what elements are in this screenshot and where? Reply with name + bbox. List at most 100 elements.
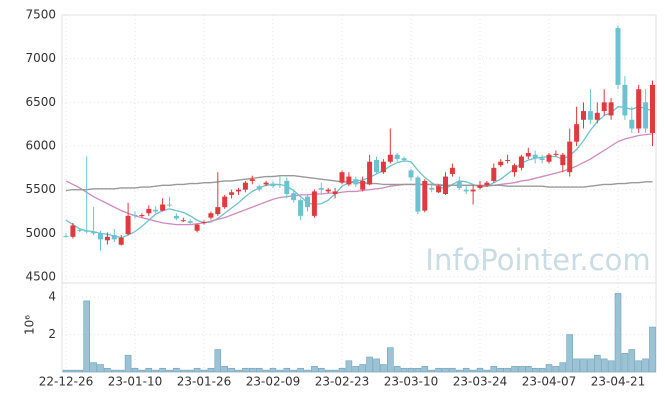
volume-bar (628, 349, 636, 373)
volume-bar (593, 354, 601, 373)
volume-bar (166, 369, 173, 373)
x-tick-label: 22-12-26 (39, 375, 93, 389)
volume-bar (649, 326, 656, 373)
volume-bar (152, 369, 159, 373)
candle-body (443, 176, 448, 195)
candle-body (139, 214, 145, 216)
candle-body (574, 124, 580, 142)
volume-bar (490, 366, 498, 373)
volume-bar (373, 358, 380, 373)
x-tick-label: 23-04-21 (591, 375, 645, 389)
candle-body (284, 180, 290, 195)
candle-body (277, 184, 283, 186)
volume-bar (180, 369, 187, 373)
x-tick-label: 23-01-26 (177, 375, 231, 389)
volume-bar (511, 366, 518, 373)
volume-bar (297, 367, 304, 373)
candle-body (222, 196, 228, 208)
volume-bar (76, 369, 84, 373)
volume-bar (221, 366, 228, 373)
candle-body (505, 159, 511, 161)
volume-bar (621, 352, 629, 373)
volume-bar (393, 366, 401, 373)
volume-bar (269, 367, 277, 373)
candle-body (215, 207, 221, 215)
candle-body (263, 182, 269, 185)
volume-bar (524, 366, 532, 373)
candle-body (408, 170, 414, 178)
volume-bar (400, 367, 408, 373)
candle-body (650, 84, 655, 133)
volume-bar (331, 369, 339, 373)
candle-body (429, 187, 435, 190)
candle-body (463, 189, 469, 192)
candle-body (539, 158, 545, 160)
candle-body (167, 204, 172, 206)
volume-bar (559, 362, 567, 373)
volume-bar (304, 369, 311, 373)
y-tick-label: 6000 (25, 139, 56, 153)
candle-body (360, 180, 366, 190)
candle-body (498, 161, 504, 166)
volume-bar (462, 367, 470, 373)
candle-body (104, 236, 110, 241)
volume-bar (442, 367, 449, 373)
y-tick-label: 5500 (25, 182, 56, 196)
candle-body (518, 156, 524, 168)
candle-body (532, 154, 538, 159)
candle-body (643, 102, 649, 129)
candle-body (125, 215, 131, 235)
volume-bar (276, 369, 284, 373)
x-tick-label: 23-03-24 (453, 375, 507, 389)
candle-body (84, 230, 90, 232)
candle-body (553, 153, 559, 155)
candle-body (636, 89, 642, 129)
volume-bar (407, 367, 415, 373)
y-tick-label: 7500 (25, 8, 56, 22)
volume-bar (214, 349, 222, 373)
candle-body (173, 215, 179, 219)
candle-body (394, 154, 400, 160)
candle-body (594, 112, 600, 120)
candle-body (249, 179, 255, 181)
volume-bar (435, 367, 442, 373)
candle-body (291, 193, 297, 201)
candle-body (77, 229, 83, 231)
volume-bar (97, 364, 104, 373)
volume-bar (145, 367, 153, 373)
volume-bar (249, 367, 256, 373)
volume-bar (138, 369, 146, 373)
y2-tick-label: 2 (48, 327, 56, 341)
candle-body (380, 161, 386, 173)
candle-body (208, 213, 214, 218)
x-tick-label: 23-02-23 (315, 375, 369, 389)
candle-body (201, 221, 207, 223)
candle-body (242, 182, 248, 190)
volume-bar (476, 367, 484, 373)
x-tick-label: 23-03-10 (384, 375, 438, 389)
candle-body (546, 154, 552, 162)
candle-body (63, 235, 69, 237)
candle-body (91, 231, 97, 234)
volume-bar (159, 367, 166, 373)
candle-body (567, 141, 573, 173)
moving-average-line (65, 133, 653, 226)
volume-bar (421, 366, 429, 373)
volume-bar (131, 367, 139, 373)
volume-bar (324, 369, 332, 373)
candle-body (415, 177, 421, 212)
candle-body (401, 158, 407, 160)
candle-body (229, 192, 235, 195)
candle-body (491, 167, 497, 181)
volume-bar (545, 364, 553, 373)
candle-body (512, 165, 517, 173)
moving-average-line (65, 175, 653, 192)
candle-body (367, 161, 373, 185)
candle-body (581, 111, 586, 120)
volume-bar (69, 369, 77, 373)
candle-body (484, 182, 490, 186)
y-tick-label: 7000 (25, 51, 56, 65)
candle-body (311, 191, 317, 216)
candle-body (325, 189, 331, 192)
